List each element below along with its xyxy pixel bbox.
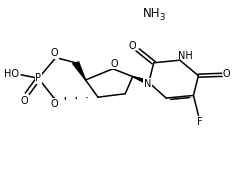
- Text: O: O: [51, 48, 58, 58]
- Text: HO: HO: [4, 69, 19, 79]
- Polygon shape: [73, 62, 86, 80]
- Polygon shape: [133, 77, 150, 84]
- Text: O: O: [21, 96, 29, 106]
- Text: P: P: [35, 73, 41, 83]
- Text: NH: NH: [143, 7, 160, 20]
- Text: 3: 3: [159, 13, 165, 22]
- Text: O: O: [51, 99, 58, 109]
- Text: O: O: [223, 69, 230, 79]
- Text: O: O: [129, 41, 136, 51]
- Text: NH: NH: [178, 51, 193, 61]
- Text: N: N: [144, 79, 151, 89]
- Text: F: F: [197, 117, 202, 127]
- Text: O: O: [110, 59, 118, 69]
